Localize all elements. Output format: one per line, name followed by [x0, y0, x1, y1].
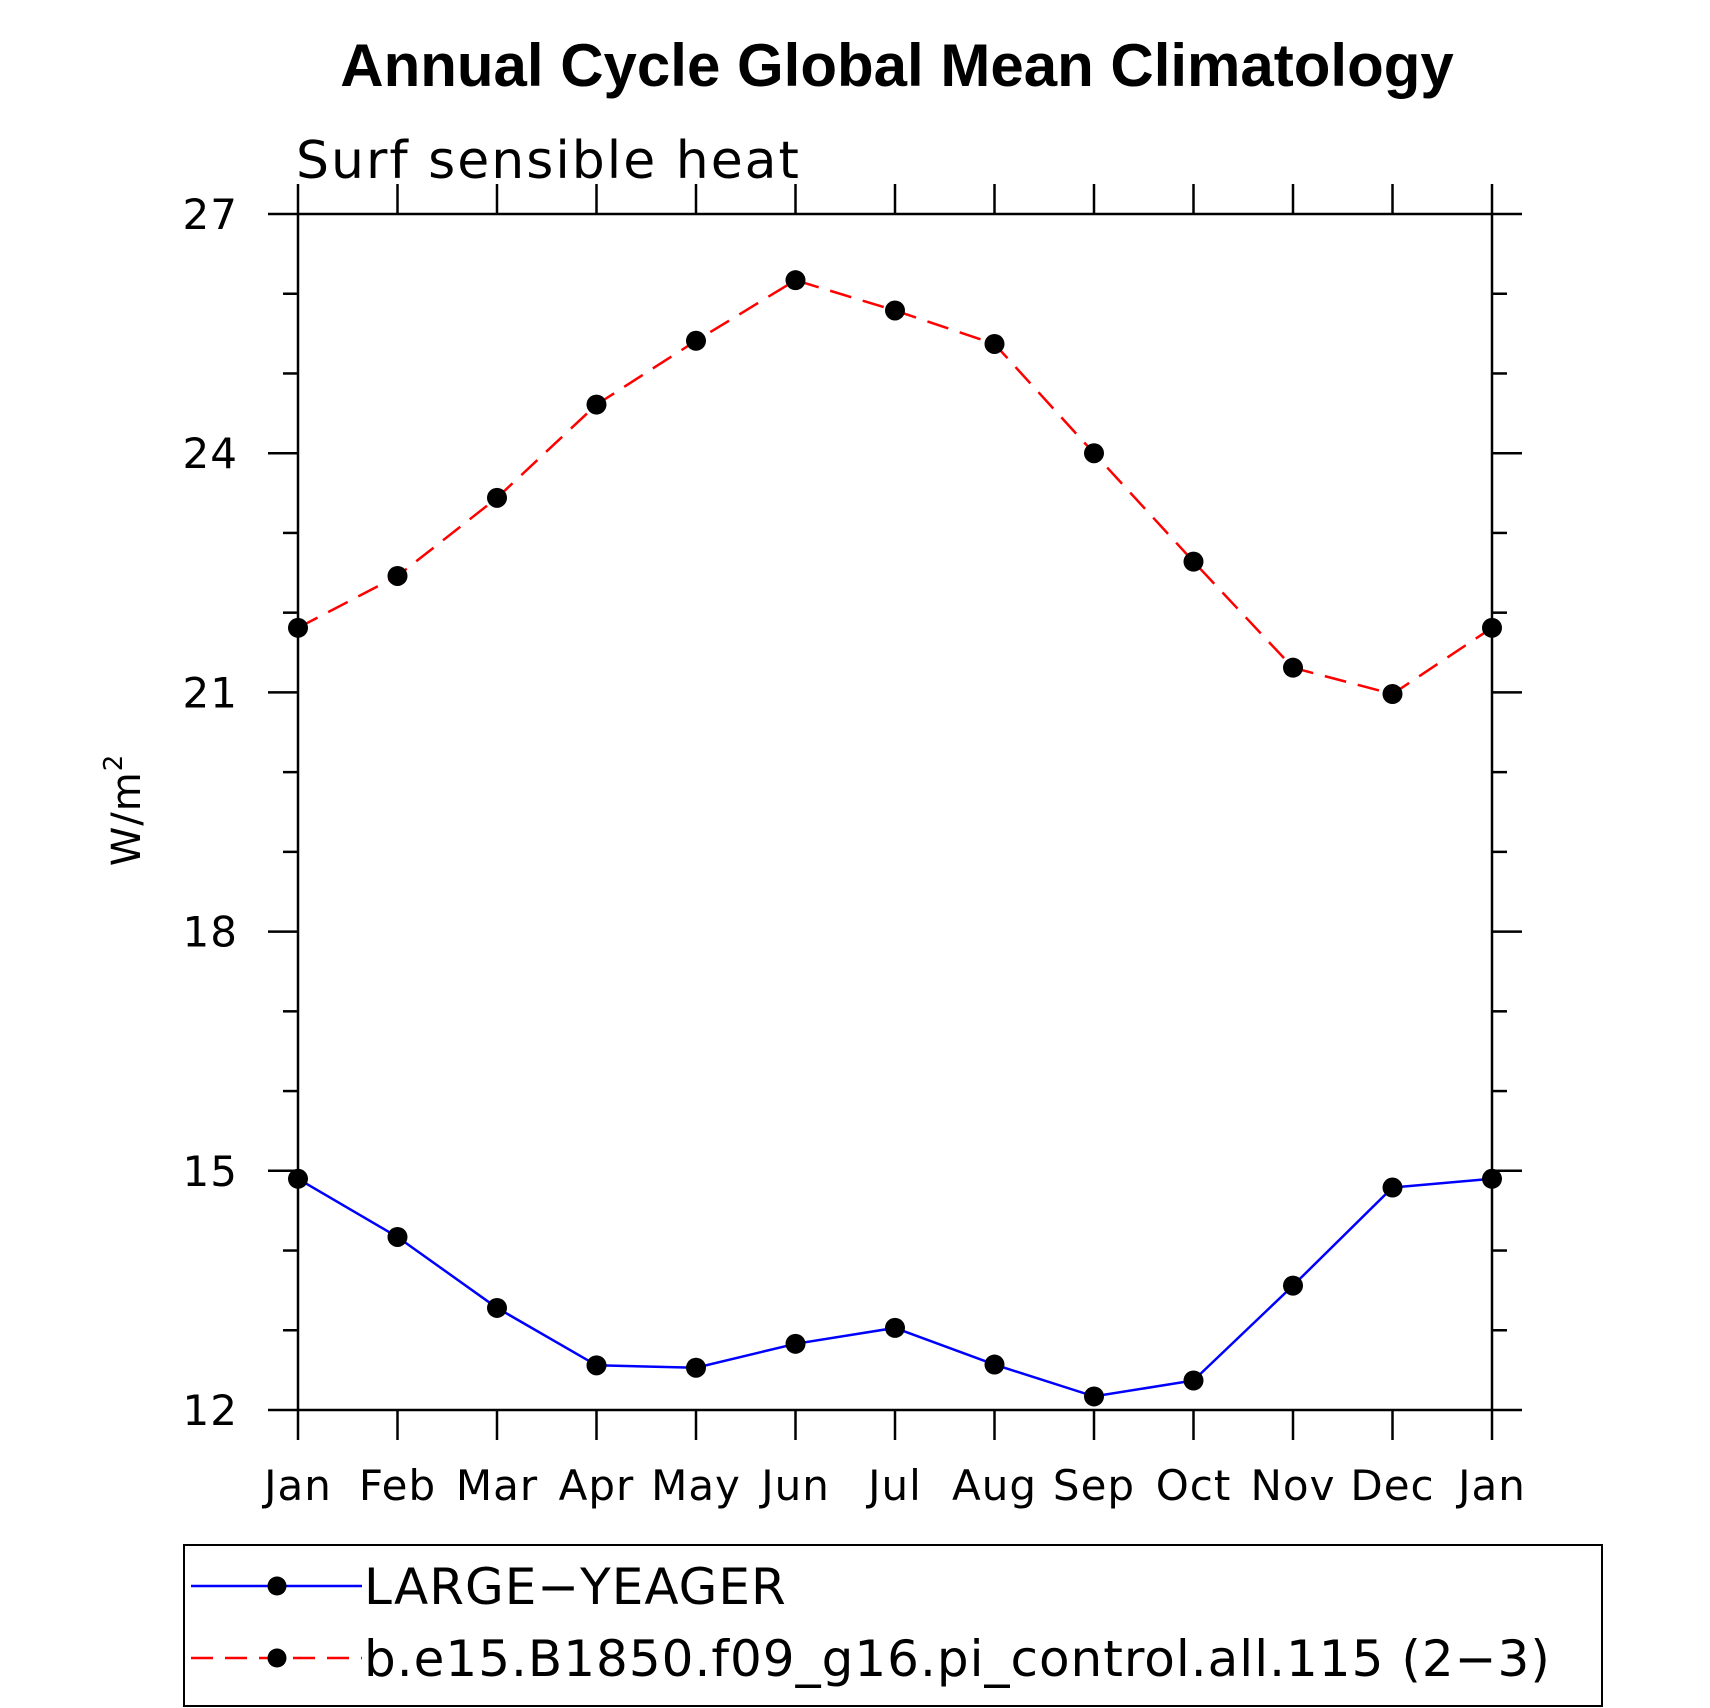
- series-line-0: [297, 1177, 1493, 1398]
- plot-frame: [296, 212, 1494, 1412]
- series-0-point: [487, 1297, 507, 1318]
- series-0-point: [1084, 1386, 1104, 1407]
- series-1-point: [984, 333, 1005, 354]
- x-tick-label: Jan: [261, 1461, 332, 1510]
- series-0-point: [387, 1226, 408, 1247]
- y-axis-label: W/m2: [99, 754, 150, 867]
- y-tick-label: 24: [183, 429, 238, 478]
- x-tick-label: Dec: [1350, 1461, 1434, 1510]
- series-1-point: [1482, 617, 1502, 638]
- x-tick-label: Oct: [1156, 1461, 1232, 1510]
- legend-box: [183, 1544, 1603, 1707]
- series-1-point: [1382, 683, 1403, 704]
- x-tick-label: Sep: [1053, 1461, 1135, 1510]
- series-0-point: [1183, 1370, 1204, 1391]
- plot-axes: [296, 212, 1494, 1412]
- legend: LARGE−YEAGER b.e15.B1850.f09_g16.pi_cont…: [183, 1544, 1603, 1707]
- series-layer: [288, 270, 1502, 1407]
- y-tick-label: 21: [183, 668, 238, 717]
- x-tick-label: Apr: [559, 1461, 635, 1510]
- y-axis-ticks: 12 15 18 21 24 27: [183, 190, 1522, 1435]
- y-axis-label-superscript: 2: [99, 754, 129, 772]
- y-tick-label: 12: [183, 1386, 238, 1435]
- series-0-point: [1482, 1168, 1502, 1189]
- series-1-point: [1283, 657, 1303, 678]
- y-tick-label: 27: [183, 190, 238, 239]
- series-1-point: [1084, 443, 1104, 464]
- series-1-point: [686, 330, 706, 351]
- series-1-point: [885, 300, 905, 321]
- x-tick-label: Nov: [1251, 1461, 1336, 1510]
- series-1-point: [288, 617, 308, 638]
- series-0-point: [1283, 1275, 1303, 1296]
- x-tick-label: Jun: [758, 1461, 830, 1510]
- x-tick-label: Aug: [952, 1461, 1037, 1510]
- series-0-point: [785, 1333, 806, 1354]
- legend-marker-large-yeager: [267, 1576, 287, 1596]
- series-1-point: [785, 270, 806, 291]
- series-1-point: [586, 394, 607, 415]
- series-0-point: [984, 1354, 1005, 1375]
- x-tick-label: Jul: [865, 1461, 922, 1510]
- chart-title: Annual Cycle Global Mean Climatology: [340, 32, 1454, 99]
- legend-label-large-yeager: LARGE−YEAGER: [364, 1558, 787, 1616]
- legend-label-pi-control: b.e15.B1850.f09_g16.pi_control.all.115 (…: [364, 1630, 1551, 1688]
- legend-marker-pi-control: [267, 1648, 287, 1668]
- series-1-point: [387, 565, 408, 586]
- series-0-point: [288, 1168, 308, 1189]
- series-1-point: [487, 487, 507, 508]
- series-0-point: [686, 1357, 706, 1378]
- series-line-1: [297, 278, 1493, 696]
- x-axis-ticks: Jan Feb Mar Apr May Jun Jul Aug Sep Oct Nov Dec Jan: [261, 184, 1526, 1510]
- x-tick-label: Feb: [359, 1461, 436, 1510]
- x-tick-label: May: [651, 1461, 741, 1510]
- y-tick-label: 15: [183, 1147, 238, 1196]
- series-0-point: [1382, 1177, 1403, 1198]
- chart-subtitle: Surf sensible heat: [296, 131, 801, 191]
- series-1-point: [1183, 551, 1204, 572]
- y-axis-label-text: W/m: [104, 771, 150, 866]
- series-0-point: [885, 1317, 905, 1338]
- y-tick-label: 18: [183, 908, 238, 957]
- x-tick-label: Jan: [1455, 1461, 1526, 1510]
- x-tick-label: Mar: [456, 1461, 538, 1510]
- series-0-point: [586, 1355, 607, 1376]
